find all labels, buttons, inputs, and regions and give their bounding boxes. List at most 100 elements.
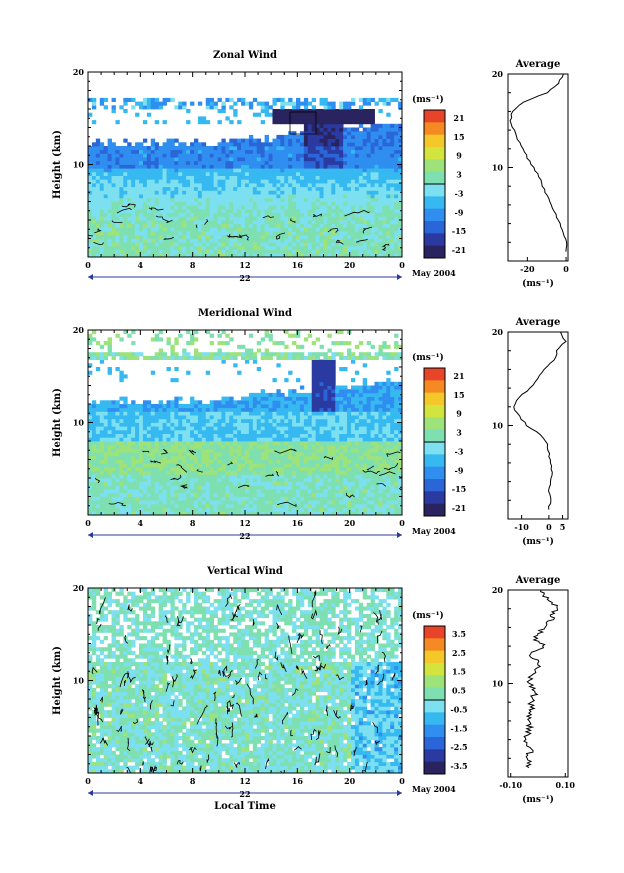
heatmap-cell [217,511,222,516]
heatmap-cell [245,470,250,475]
heatmap-cell [362,164,368,169]
heatmap-cell [131,330,136,335]
heatmap-cell [99,511,105,516]
heatmap-cell [193,511,199,516]
heatmap-cell [213,444,218,449]
heatmap-cell [264,418,269,423]
heatmap-cell [205,105,211,110]
heatmap-cell [252,470,258,475]
heatmap-cell [362,101,368,106]
heatmap-cell [127,231,132,236]
heatmap-cell [331,201,336,206]
heatmap-cell [370,171,375,176]
heatmap-cell [95,463,101,468]
heatmap-cell [272,426,277,431]
heatmap-cell [241,355,246,360]
heatmap-cell [347,120,352,125]
heatmap-cell [135,470,140,475]
heatmap-cell [225,407,230,412]
heatmap-cell [276,466,281,471]
heatmap-cell [323,153,328,158]
heatmap-cell [142,249,148,254]
heatmap-cell [260,153,266,158]
heatmap-cell [142,201,148,206]
heatmap-cell [358,160,364,165]
heatmap-cell [390,157,395,162]
heatmap-cell [347,194,352,199]
heatmap-cell [299,245,305,250]
heatmap-cell [88,426,93,431]
heatmap-cell [319,201,324,206]
heatmap-cell [190,341,195,346]
heatmap-cell [217,474,222,479]
heatmap-cell [142,448,148,453]
heatmap-cell [237,411,242,416]
heatmap-cell [119,429,124,434]
heatmap-cell [182,171,187,176]
heatmap-cell [174,168,179,173]
heatmap-cell [374,175,379,180]
heatmap-cell [378,223,383,228]
heatmap-cell [182,459,187,464]
heatmap-cell [150,448,156,453]
heatmap-cell [193,160,199,165]
heatmap-cell [280,511,285,516]
heatmap-cell [205,433,211,438]
heatmap-cell [88,452,93,457]
heatmap-cell [229,171,234,176]
heatmap-cell [382,149,387,154]
heatmap-cell [256,444,262,449]
heatmap-cell [111,194,116,199]
heatmap-cell [339,216,344,221]
heatmap-cell [370,186,375,191]
heatmap-cell [205,242,211,247]
heatmap-cell [366,127,372,132]
heatmap-cell [139,470,144,475]
heatmap-cell [256,245,262,250]
heatmap-cell [88,511,93,516]
heatmap-cell [174,437,179,442]
heatmap-cell [123,426,128,431]
heatmap-cell [245,201,250,206]
heatmap-cell [158,463,163,468]
heatmap-cell [186,511,191,516]
heatmap-cell [162,507,167,512]
heatmap-cell [197,418,203,423]
heatmap-cell [296,101,301,106]
heatmap-cell [288,153,293,158]
heatmap-cell [394,231,399,236]
heatmap-cell [343,208,348,213]
heatmap-cell [260,183,266,188]
heatmap-cell [174,227,179,232]
heatmap-cell [146,426,152,431]
heatmap-cell [123,216,128,221]
heatmap-cell [146,149,152,154]
heatmap-cell [221,175,226,180]
heatmap-cell [358,208,364,213]
heatmap-cell [146,500,152,505]
heatmap-cell [252,452,258,457]
heatmap-cell [221,455,226,460]
heatmap-cell [209,197,215,202]
heatmap-cell [221,190,226,195]
heatmap-cell [209,485,215,490]
heatmap-cell [111,496,116,501]
heatmap-cell [272,511,277,516]
heatmap-cell [252,496,258,501]
heatmap-cell [280,459,285,464]
heatmap-cell [276,220,281,225]
heatmap-cell [276,149,281,154]
heatmap-cell [154,183,160,188]
heatmap-cell [378,212,383,217]
heatmap-cell [311,138,317,143]
heatmap-cell [221,478,226,483]
heatmap-cell [229,415,234,420]
heatmap-cell [264,415,269,420]
heatmap-cell [99,444,105,449]
heatmap-cell [142,168,148,173]
heatmap-cell [245,355,250,360]
heatmap-cell [280,183,285,188]
heatmap-cell [221,444,226,449]
heatmap-cell [354,146,360,151]
heatmap-cell [139,179,144,184]
